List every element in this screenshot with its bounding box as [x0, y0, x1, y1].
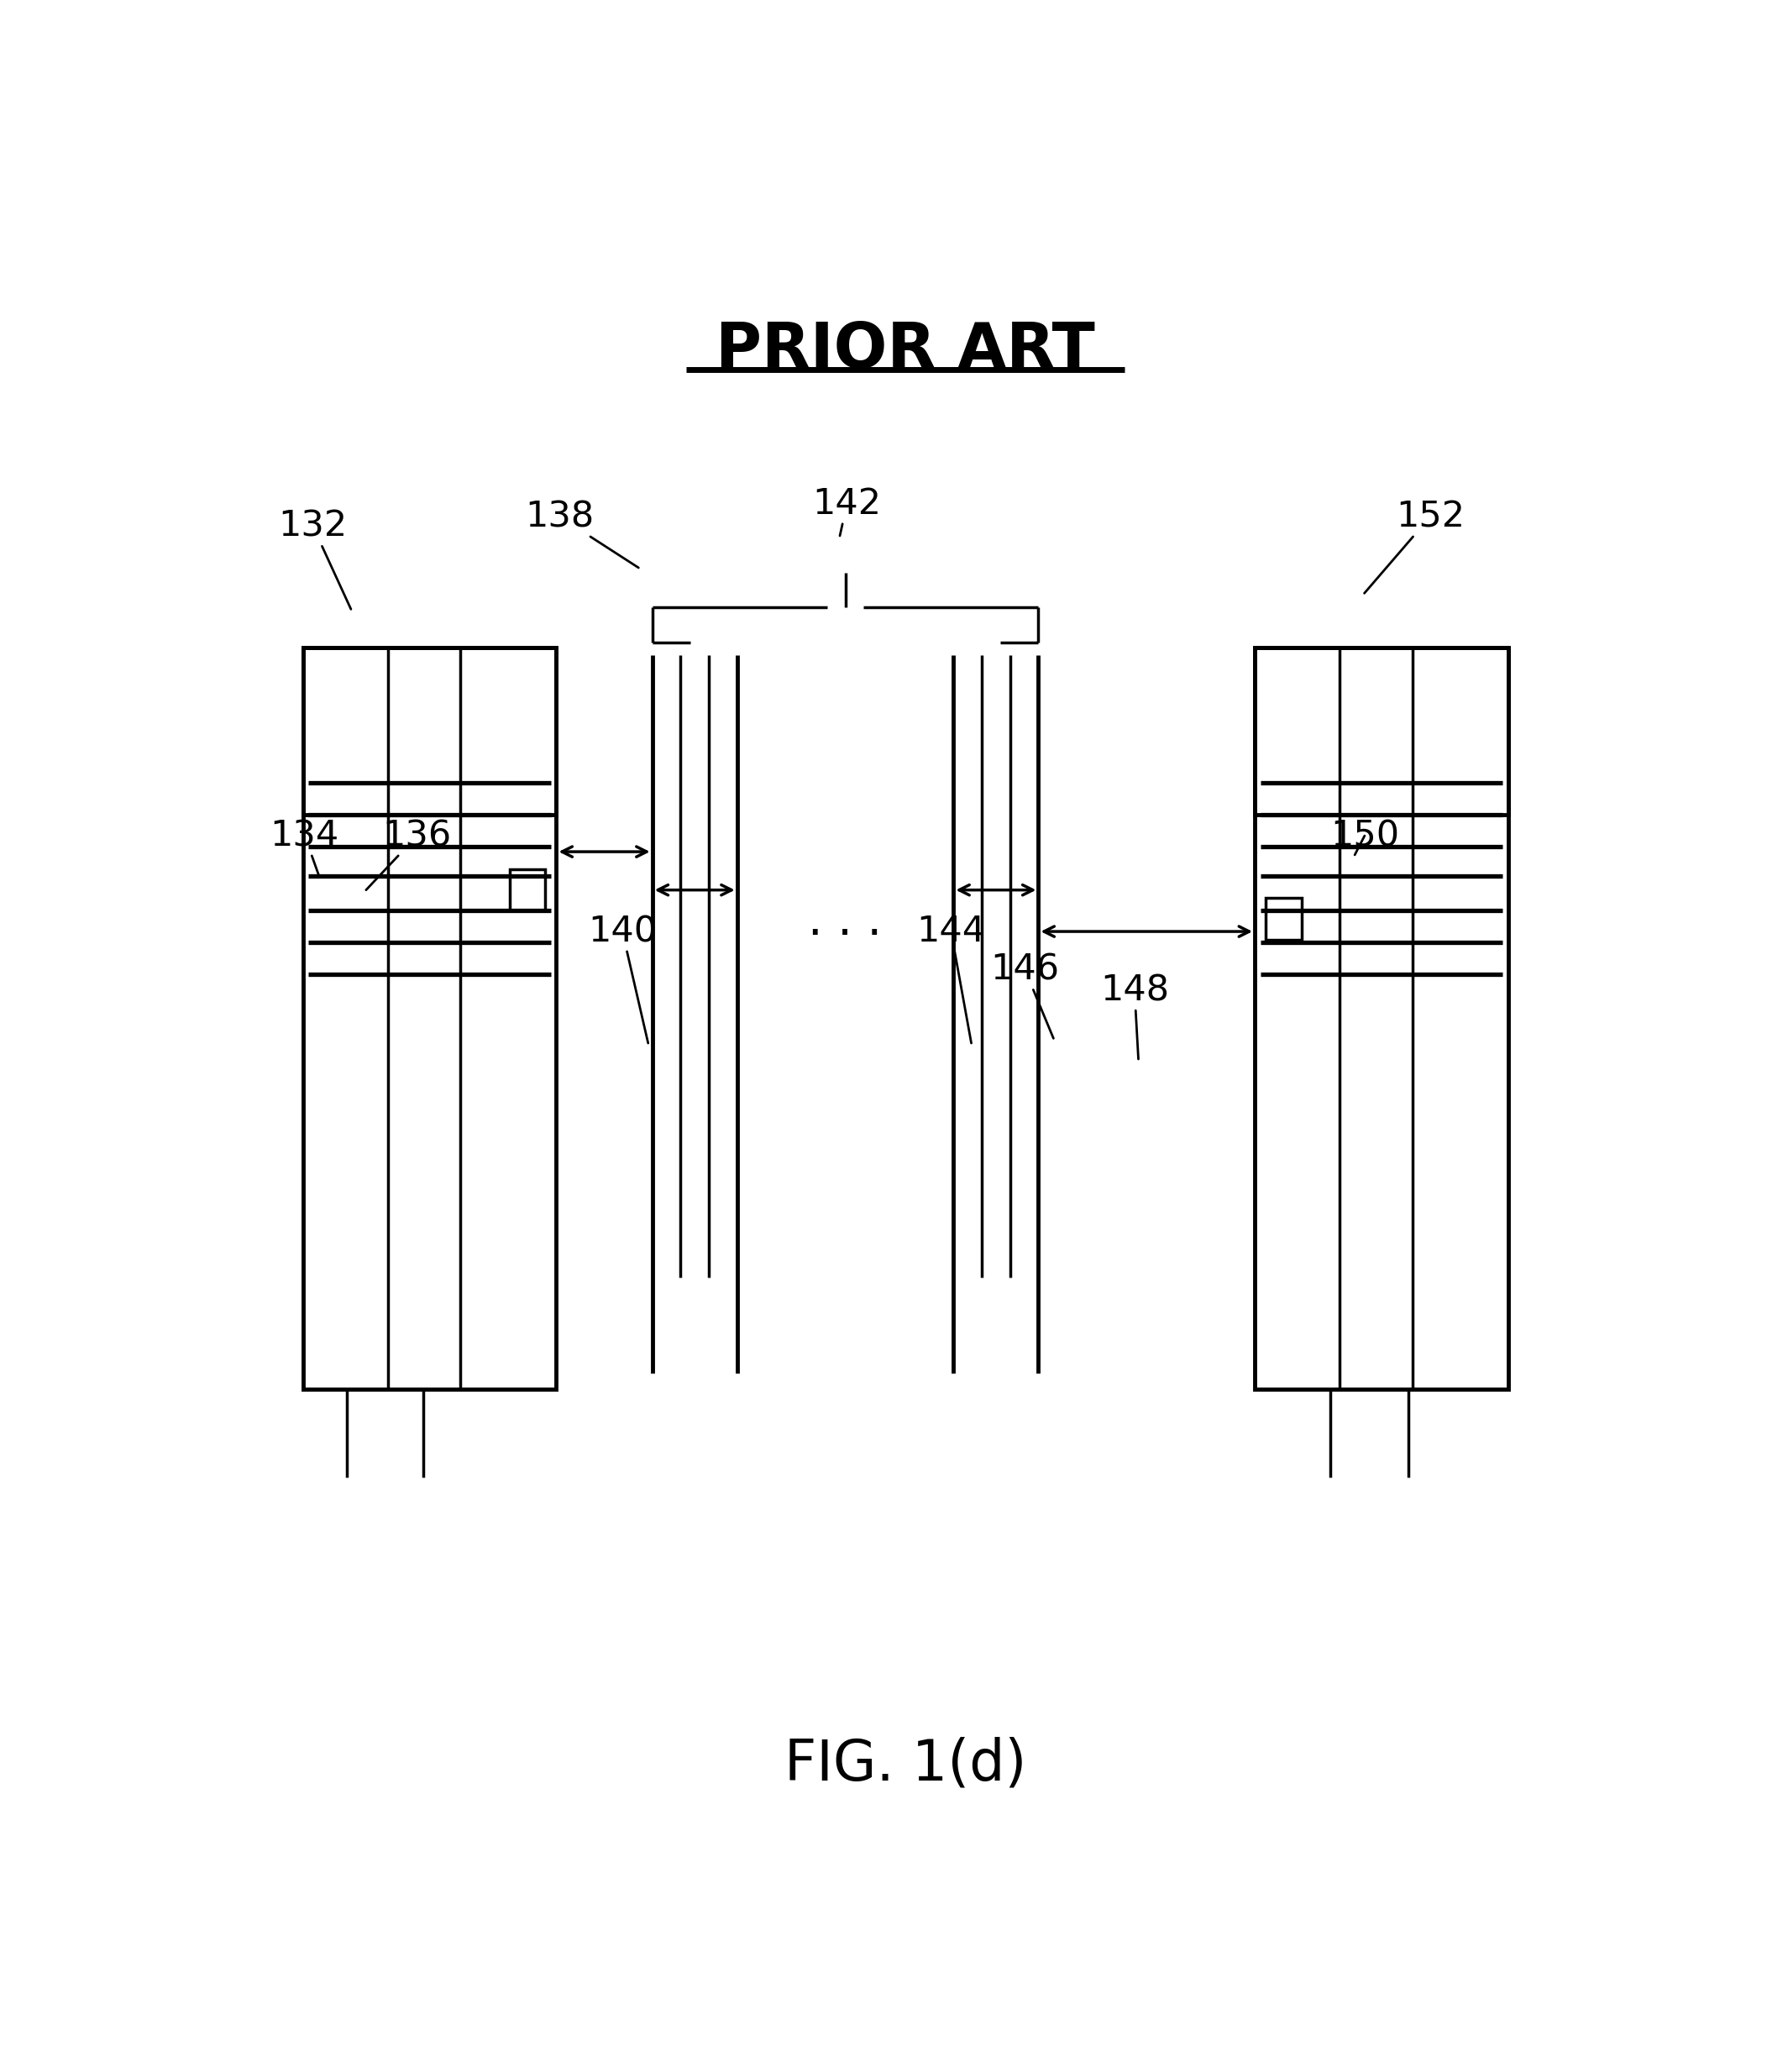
- Text: 150: 150: [1331, 818, 1399, 856]
- Bar: [1255, 646, 1509, 814]
- Text: 144: 144: [917, 914, 986, 1042]
- Text: 140: 140: [588, 914, 657, 1042]
- Bar: [1255, 646, 1509, 1390]
- Text: 134: 134: [270, 818, 339, 876]
- Bar: [1265, 897, 1301, 939]
- Bar: [304, 646, 557, 1390]
- Text: 138: 138: [525, 499, 638, 568]
- Text: 148: 148: [1101, 974, 1170, 1059]
- Text: 142: 142: [813, 487, 882, 537]
- Text: PRIOR ART: PRIOR ART: [716, 319, 1096, 381]
- Text: FIG. 1(d): FIG. 1(d): [785, 1736, 1027, 1792]
- Text: 136: 136: [366, 818, 452, 891]
- Text: 132: 132: [279, 508, 352, 609]
- Text: 146: 146: [991, 953, 1060, 1038]
- Text: . . .: . . .: [808, 899, 882, 945]
- Text: 152: 152: [1364, 499, 1465, 593]
- Bar: [304, 646, 557, 814]
- Bar: [511, 870, 546, 912]
